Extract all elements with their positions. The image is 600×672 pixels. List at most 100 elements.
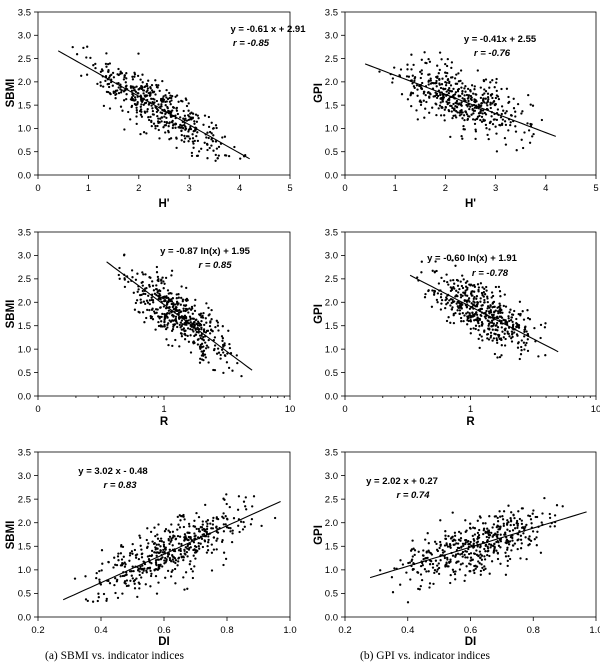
y-tick-label: 1.5: [325, 542, 338, 553]
y-tick-label: 0.5: [325, 368, 338, 379]
data-point: [107, 85, 111, 89]
data-point: [496, 333, 500, 337]
data-point: [406, 68, 409, 71]
y-tick-label: 0.5: [325, 589, 338, 600]
data-point: [420, 271, 423, 274]
data-point: [131, 75, 134, 78]
data-point: [212, 516, 215, 520]
data-point: [198, 361, 202, 364]
data-point: [252, 495, 256, 498]
data-point: [190, 111, 193, 114]
data-point: [215, 539, 218, 542]
data-point: [512, 523, 516, 527]
data-point: [472, 92, 475, 95]
data-point: [148, 566, 152, 569]
data-point: [492, 100, 495, 104]
data-point: [459, 316, 463, 320]
data-point: [156, 533, 159, 536]
data-point: [156, 275, 160, 279]
data-point: [490, 531, 493, 535]
data-point: [514, 115, 517, 118]
data-point: [435, 570, 438, 573]
data-point: [424, 93, 427, 97]
data-point: [157, 581, 160, 584]
data-point: [498, 510, 501, 513]
data-point: [419, 76, 422, 80]
data-point: [213, 344, 217, 347]
data-point: [484, 550, 487, 553]
data-point: [459, 79, 462, 83]
data-point: [217, 154, 220, 157]
data-point: [177, 293, 180, 296]
data-point: [496, 326, 500, 329]
data-point: [170, 99, 173, 102]
data-point: [466, 556, 469, 559]
data-point: [129, 551, 132, 555]
data-point: [462, 319, 465, 323]
data-point: [154, 124, 157, 128]
data-point: [528, 318, 532, 321]
data-point: [455, 542, 458, 545]
data-point: [189, 321, 192, 324]
data-point: [469, 105, 472, 108]
data-point: [149, 316, 153, 320]
data-point: [161, 79, 164, 83]
data-point: [446, 545, 450, 548]
correlation-label: r = -0.85: [233, 38, 270, 49]
data-point: [474, 137, 477, 141]
data-point: [117, 559, 120, 562]
data-point: [513, 527, 517, 530]
data-point: [183, 114, 187, 117]
data-point: [101, 562, 104, 565]
data-point: [195, 134, 198, 138]
data-point: [205, 321, 208, 324]
data-point: [122, 555, 125, 558]
data-point: [141, 564, 144, 567]
data-point: [504, 555, 508, 558]
data-point: [163, 115, 166, 118]
data-point: [119, 72, 122, 75]
data-point: [539, 323, 543, 327]
data-point: [479, 96, 483, 100]
data-point: [136, 101, 139, 104]
data-point: [168, 312, 171, 315]
data-point: [486, 92, 490, 95]
data-point: [207, 338, 210, 342]
data-point: [207, 306, 210, 310]
data-point: [527, 93, 530, 97]
data-point: [148, 285, 151, 288]
data-point: [519, 353, 523, 356]
data-point: [461, 286, 465, 290]
data-point: [496, 329, 499, 332]
data-point: [197, 338, 200, 341]
data-point: [191, 117, 194, 120]
data-point: [186, 547, 189, 550]
data-point: [519, 534, 523, 537]
data-point: [489, 331, 493, 334]
data-point: [431, 562, 435, 566]
data-point: [473, 533, 477, 536]
data-point: [457, 291, 460, 294]
data-point: [201, 533, 204, 536]
data-point: [177, 560, 180, 563]
data-point: [455, 73, 458, 76]
x-axis-title: DI: [465, 636, 477, 648]
data-point: [188, 531, 191, 535]
data-point: [464, 556, 467, 559]
data-point: [177, 542, 181, 545]
data-point: [190, 151, 194, 155]
data-point: [393, 66, 396, 69]
data-point: [156, 86, 159, 89]
data-point: [468, 570, 471, 573]
x-tick-label: 5: [287, 183, 292, 194]
data-point: [165, 121, 169, 124]
data-point: [456, 552, 460, 555]
data-point: [96, 599, 99, 603]
data-point: [521, 110, 524, 113]
data-point: [508, 529, 511, 533]
data-point: [491, 294, 495, 298]
data-point: [197, 327, 201, 331]
data-point: [123, 580, 127, 583]
data-point: [221, 339, 224, 343]
data-point: [168, 91, 171, 95]
